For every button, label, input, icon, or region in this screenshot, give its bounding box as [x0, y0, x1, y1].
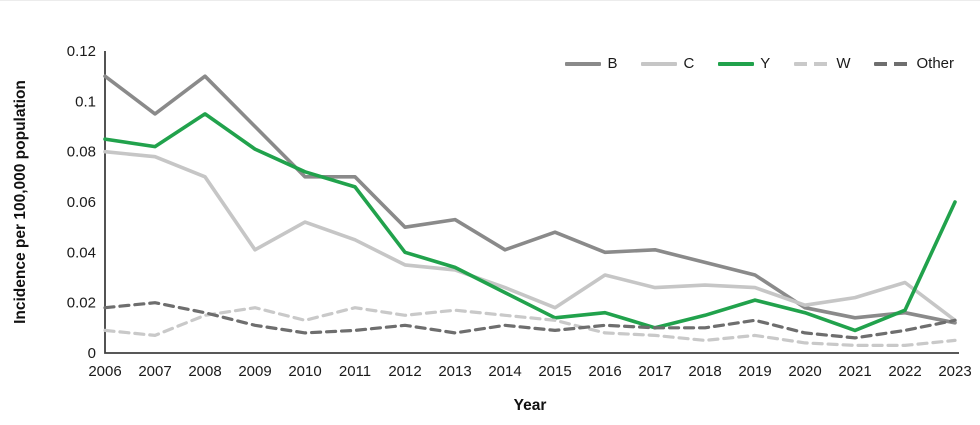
y-tick-label: 0.08	[67, 144, 96, 161]
y-tick-label: 0.12	[67, 43, 96, 60]
x-tick-label: 2015	[538, 363, 571, 380]
x-tick-label: 2006	[88, 363, 121, 380]
x-tick-label: 2010	[288, 363, 321, 380]
x-tick-label: 2011	[339, 363, 371, 380]
x-tick-label: 2019	[738, 363, 771, 380]
x-tick-label: 2016	[588, 363, 621, 380]
x-tick-label: 2013	[438, 363, 471, 380]
legend-item-B: B	[565, 55, 617, 72]
x-tick-label: 2020	[788, 363, 821, 380]
legend-label-W: W	[836, 55, 851, 72]
x-axis-title: Year	[514, 397, 547, 414]
legend-label-Other: Other	[916, 55, 954, 72]
x-tick-label: 2008	[188, 363, 221, 380]
plot-area: 0 0.02 0.04 0.06 0.08 0.1 0.12 2006 2007 2008 2009…	[67, 43, 972, 380]
legend-item-Y: Y	[718, 55, 770, 72]
y-tick-label: 0.04	[67, 244, 96, 261]
y-tick-label: 0.06	[67, 194, 96, 211]
y-tick-label: 0	[88, 345, 96, 362]
legend-label-B: B	[607, 55, 618, 72]
x-tick-label: 2018	[688, 363, 721, 380]
legend-item-W: W	[794, 55, 850, 72]
x-tick-label: 2014	[488, 363, 521, 380]
series-line-Y	[103, 112, 957, 333]
legend-item-Other: Other	[874, 55, 954, 72]
x-tick-label: 2022	[888, 363, 921, 380]
legend-swatch-C	[641, 61, 678, 66]
y-tick-label: 0.02	[67, 295, 96, 312]
legend-label-Y: Y	[760, 55, 771, 72]
x-tick-label: 2017	[638, 363, 671, 380]
legend-label-C: C	[683, 55, 695, 72]
legend-swatch-W	[794, 61, 831, 66]
x-tick-label: 2007	[138, 363, 171, 380]
legend-swatch-Y	[718, 61, 755, 66]
legend-swatch-B	[565, 61, 602, 66]
x-tick-label: 2021	[838, 363, 871, 380]
y-tick-label: 0.1	[75, 93, 96, 110]
x-tick-label: 2009	[238, 363, 271, 380]
x-tick-label: 2012	[388, 363, 421, 380]
legend-item-C: C	[641, 55, 694, 72]
series-line-B	[103, 74, 957, 325]
chart-legend: B C Y W Other	[565, 55, 954, 72]
x-tick-label: 2023	[938, 363, 971, 380]
legend-swatch-Other	[874, 61, 911, 66]
series-line-C	[103, 149, 957, 323]
series-line-Other	[103, 301, 957, 340]
y-axis-title: Incidence per 100,000 population	[12, 80, 29, 324]
series-line-W	[103, 306, 957, 347]
